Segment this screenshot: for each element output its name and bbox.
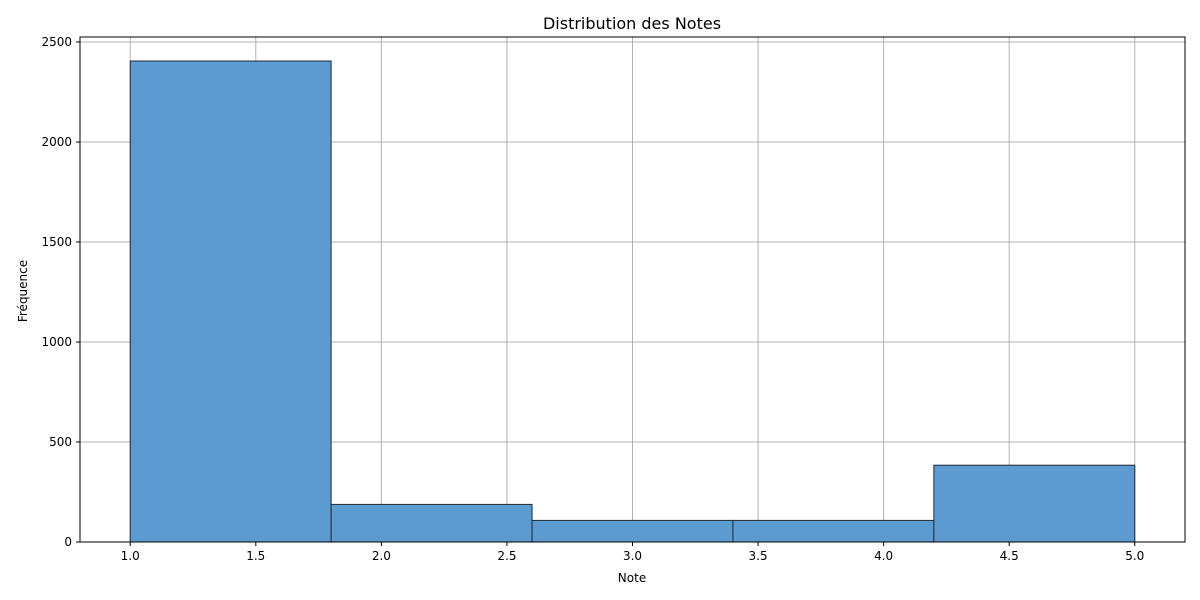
y-tick-label: 0 bbox=[64, 535, 72, 549]
x-tick-label: 2.5 bbox=[497, 549, 516, 563]
histogram-bar-5 bbox=[933, 464, 1136, 543]
x-axis-ticks: 1.0 1.5 2.0 2.5 3.0 3.5 4.0 4.5 5.0 bbox=[121, 542, 1144, 563]
y-tick-label: 500 bbox=[49, 435, 72, 449]
histogram-bar-4 bbox=[732, 519, 935, 543]
bars bbox=[129, 60, 1136, 543]
histogram-bar-2 bbox=[330, 503, 533, 543]
x-tick-label: 4.5 bbox=[1000, 549, 1019, 563]
x-tick-label: 3.0 bbox=[623, 549, 642, 563]
y-tick-label: 1500 bbox=[41, 235, 72, 249]
y-tick-label: 2000 bbox=[41, 135, 72, 149]
histogram-bar-3 bbox=[531, 519, 734, 543]
x-tick-label: 3.5 bbox=[749, 549, 768, 563]
x-tick-label: 1.0 bbox=[121, 549, 140, 563]
x-tick-label: 1.5 bbox=[246, 549, 265, 563]
y-tick-label: 1000 bbox=[41, 335, 72, 349]
y-axis-ticks: 0 500 1000 1500 2000 2500 bbox=[41, 35, 80, 549]
x-tick-label: 2.0 bbox=[372, 549, 391, 563]
x-tick-label: 5.0 bbox=[1125, 549, 1144, 563]
x-tick-label: 4.0 bbox=[874, 549, 893, 563]
y-axis-title: Fréquence bbox=[16, 260, 30, 322]
chart-title: Distribution des Notes bbox=[543, 14, 721, 33]
histogram-bar-1 bbox=[129, 60, 332, 543]
y-tick-label: 2500 bbox=[41, 35, 72, 49]
x-axis-title: Note bbox=[618, 571, 646, 585]
